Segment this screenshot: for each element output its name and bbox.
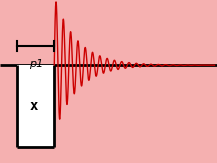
Text: x: x xyxy=(30,99,38,113)
Text: p1: p1 xyxy=(29,59,43,69)
Bar xyxy=(17,65,54,147)
